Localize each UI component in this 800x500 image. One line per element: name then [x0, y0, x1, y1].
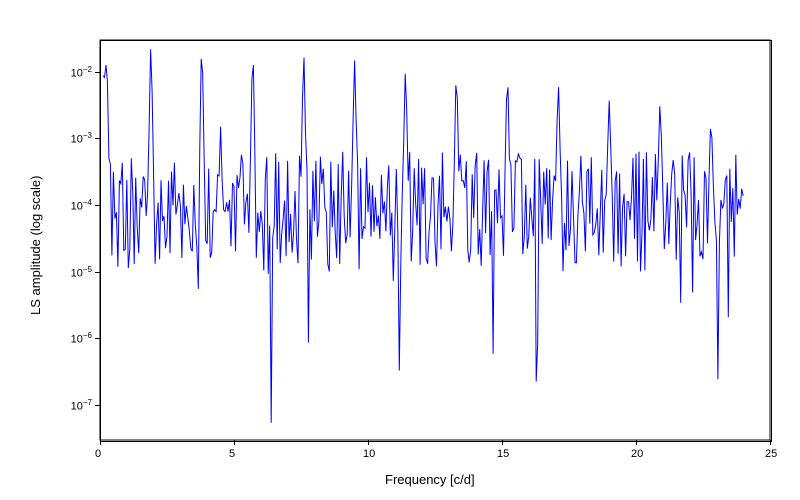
y-tick-label: 10−4 [71, 198, 92, 213]
x-tick-label: 20 [631, 448, 643, 460]
x-tick-label: 10 [363, 448, 375, 460]
y-tick-label: 10−5 [71, 265, 92, 280]
y-tick-label: 10−2 [71, 65, 92, 80]
ls-amplitude-line [0, 0, 800, 500]
y-axis-label: LS amplitude (log scale) [28, 176, 43, 315]
x-tick-label: 25 [765, 448, 777, 460]
y-tick-label: 10−7 [71, 398, 92, 413]
x-tick-label: 15 [497, 448, 509, 460]
x-tick-label: 0 [95, 448, 101, 460]
y-tick-label: 10−3 [71, 131, 92, 146]
x-axis-label: Frequency [c/d] [385, 472, 475, 487]
x-tick-label: 5 [229, 448, 235, 460]
y-tick-label: 10−6 [71, 331, 92, 346]
periodogram-figure: Frequency [c/d] LS amplitude (log scale)… [0, 0, 800, 500]
